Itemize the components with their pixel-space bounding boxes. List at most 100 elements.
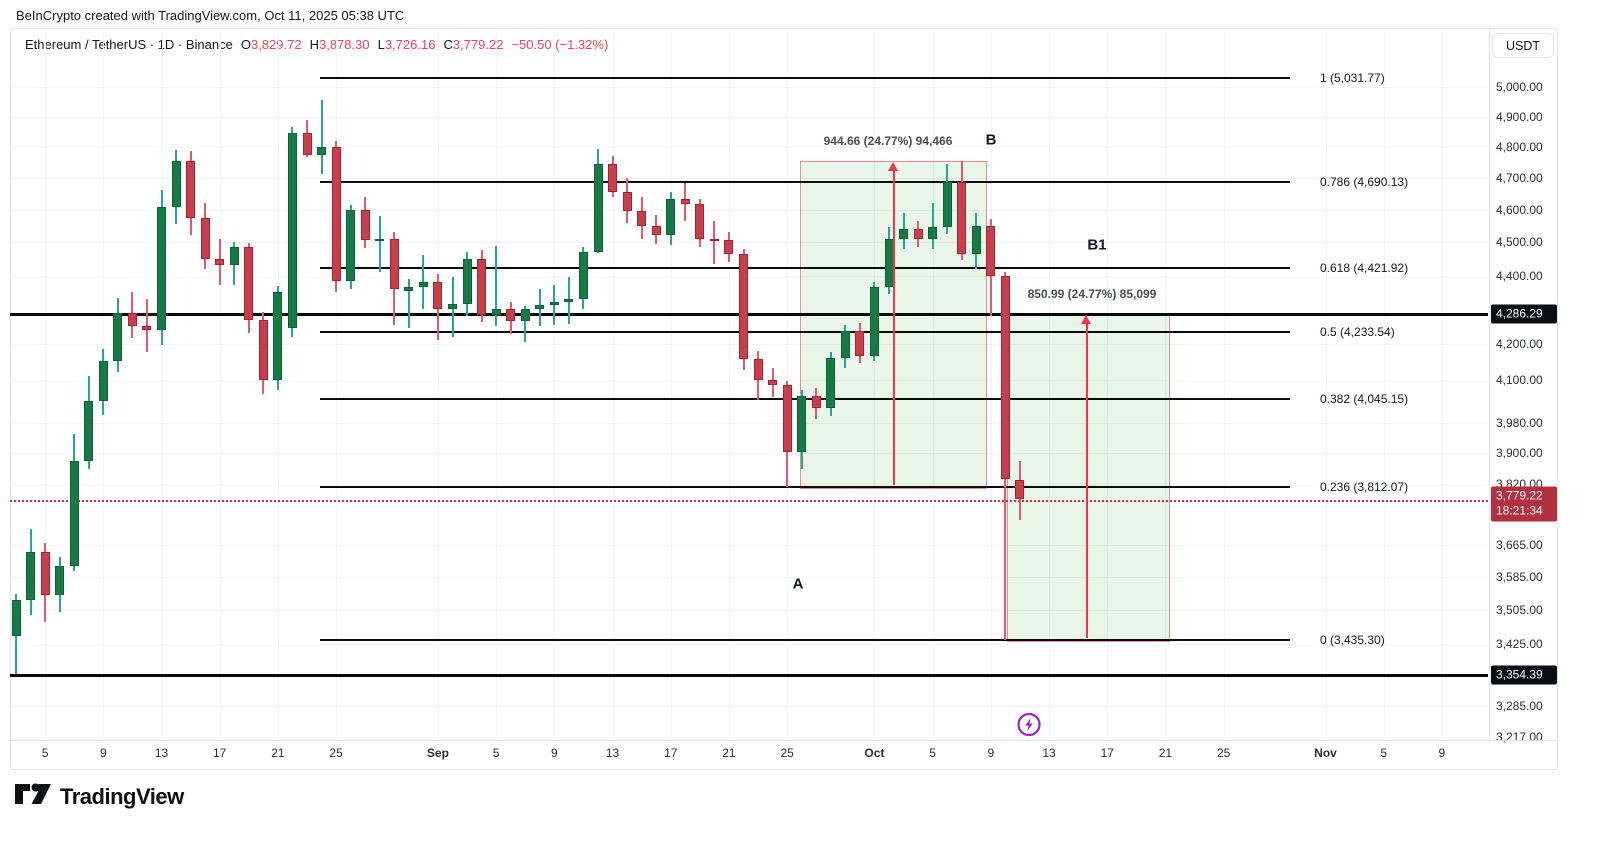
- price-axis-label[interactable]: 3,900.00: [1496, 446, 1543, 461]
- v-gridline: [1165, 29, 1167, 740]
- price-axis-label[interactable]: 3,665.00: [1496, 537, 1543, 552]
- time-axis-label[interactable]: 5: [41, 746, 49, 760]
- candle-wick: [145, 299, 148, 352]
- candle-wick: [931, 203, 934, 249]
- candle: [709, 238, 719, 241]
- time-axis-label[interactable]: 17: [664, 746, 678, 760]
- tradingview-logo[interactable]: TradingView: [14, 780, 184, 813]
- v-gridline: [670, 29, 672, 740]
- time-axis-label[interactable]: 25: [1216, 746, 1231, 760]
- price-axis-label[interactable]: 3,585.00: [1496, 570, 1543, 585]
- fib-level-line[interactable]: [320, 180, 1290, 183]
- v-gridline: [932, 29, 934, 740]
- fib-level-line[interactable]: [320, 331, 1290, 334]
- time-axis-label[interactable]: 21: [1158, 746, 1173, 760]
- candle: [913, 229, 923, 239]
- ohlc-open: O3,829.72: [240, 37, 302, 52]
- time-axis-label[interactable]: 13: [154, 746, 169, 760]
- time-axis-label[interactable]: 13: [1042, 746, 1056, 760]
- price-axis-label[interactable]: 4,100.00: [1496, 372, 1543, 387]
- price-axis-label[interactable]: 3,285.00: [1496, 698, 1543, 713]
- candle: [637, 211, 647, 226]
- fib-level-label: 0.786 (4,690.13): [1320, 174, 1409, 189]
- time-axis-label[interactable]: 13: [605, 746, 620, 760]
- h-gridline: [10, 178, 1488, 180]
- candle: [244, 246, 254, 320]
- fib-level-line[interactable]: [320, 485, 1290, 488]
- time-axis-label[interactable]: Nov: [1314, 746, 1337, 760]
- time-axis-label[interactable]: 25: [329, 746, 343, 760]
- time-axis-label[interactable]: 5: [929, 746, 936, 760]
- candle: [739, 254, 748, 360]
- annotation-label-b1[interactable]: B1: [1087, 236, 1107, 254]
- time-axis-label[interactable]: 9: [1438, 746, 1446, 760]
- fib-level-line[interactable]: [320, 267, 1290, 270]
- fib-extension-measure-label-1[interactable]: 944.66 (24.77%) 94,466: [823, 134, 953, 148]
- price-axis-label[interactable]: 3,425.00: [1496, 637, 1543, 652]
- candle: [957, 181, 967, 255]
- candle: [869, 287, 879, 357]
- horizontal-line-drawing[interactable]: [10, 312, 1488, 316]
- fib-extension-measure-label-2[interactable]: 850.99 (24.77%) 85,099: [1027, 287, 1157, 301]
- fib-level-line[interactable]: [320, 77, 1290, 79]
- h-gridline: [10, 736, 1488, 738]
- price-axis-label[interactable]: 4,700.00: [1496, 171, 1543, 186]
- time-axis-label[interactable]: 5: [492, 746, 500, 760]
- price-axis-label[interactable]: 4,500.00: [1496, 235, 1543, 250]
- v-gridline: [219, 29, 221, 740]
- measure-arrow-2[interactable]: [1086, 322, 1088, 638]
- ohlc-close: C3,779.22: [443, 37, 504, 52]
- v-gridline: [1107, 29, 1109, 740]
- v-gridline: [161, 29, 163, 740]
- annotation-label-a[interactable]: A: [792, 575, 804, 593]
- time-axis-label[interactable]: 21: [271, 746, 285, 760]
- time-axis-label[interactable]: 9: [99, 746, 107, 760]
- annotation-label-b[interactable]: B: [985, 131, 997, 149]
- candle: [1015, 479, 1025, 500]
- candle-wick: [378, 216, 381, 272]
- candle: [317, 147, 327, 155]
- time-axis-label[interactable]: 17: [213, 746, 227, 760]
- price-axis-label[interactable]: 3,217.00: [1496, 729, 1543, 744]
- candle: [360, 210, 370, 241]
- time-axis-label[interactable]: 17: [1100, 746, 1114, 760]
- price-axis-label[interactable]: 5,000.00: [1496, 80, 1543, 95]
- fib-extension-box-2[interactable]: [1007, 314, 1170, 642]
- attribution-text: BeInCrypto created with TradingView.com,…: [16, 8, 405, 23]
- time-axis-label[interactable]: 9: [551, 746, 558, 760]
- symbol-title[interactable]: Ethereum / TetherUS · 1D · Binance: [25, 37, 233, 52]
- time-axis-label[interactable]: 9: [987, 746, 995, 760]
- price-axis-label[interactable]: 3,505.00: [1496, 603, 1543, 618]
- current-price-badge: 3,779.22 18:21:34: [1491, 486, 1557, 521]
- candle: [389, 238, 399, 289]
- currency-toggle-button[interactable]: USDT: [1492, 33, 1554, 58]
- v-gridline: [728, 29, 730, 740]
- h-gridline: [10, 242, 1488, 244]
- candle: [535, 305, 545, 310]
- candle: [186, 160, 196, 219]
- time-axis-label[interactable]: 25: [780, 746, 794, 760]
- price-axis-label[interactable]: 4,800.00: [1496, 140, 1543, 155]
- h-gridline: [10, 210, 1488, 212]
- fib-level-line[interactable]: [320, 639, 1290, 641]
- price-axis-label[interactable]: 4,900.00: [1496, 110, 1543, 125]
- time-axis-label[interactable]: Oct: [864, 746, 885, 760]
- time-axis-label[interactable]: 21: [722, 746, 736, 760]
- ohlc-high: H3,878.30: [309, 37, 370, 52]
- candle: [98, 360, 108, 401]
- symbol-header[interactable]: Ethereum / TetherUS · 1D · Binance O3,82…: [25, 37, 608, 52]
- price-axis-label[interactable]: 4,400.00: [1496, 268, 1543, 283]
- time-axis-border: [10, 740, 1556, 741]
- time-axis-label[interactable]: 5: [1380, 746, 1388, 760]
- h-gridline: [10, 610, 1488, 612]
- candle: [200, 218, 210, 259]
- lightning-event-icon[interactable]: [1016, 712, 1042, 743]
- measure-arrow-1[interactable]: [893, 168, 895, 485]
- price-axis-label[interactable]: 4,600.00: [1496, 203, 1543, 218]
- horizontal-line-drawing[interactable]: [10, 673, 1488, 677]
- time-axis-label[interactable]: Sep: [426, 746, 449, 760]
- price-axis-label[interactable]: 3,980.00: [1496, 416, 1543, 431]
- price-axis-label[interactable]: 4,200.00: [1496, 337, 1543, 352]
